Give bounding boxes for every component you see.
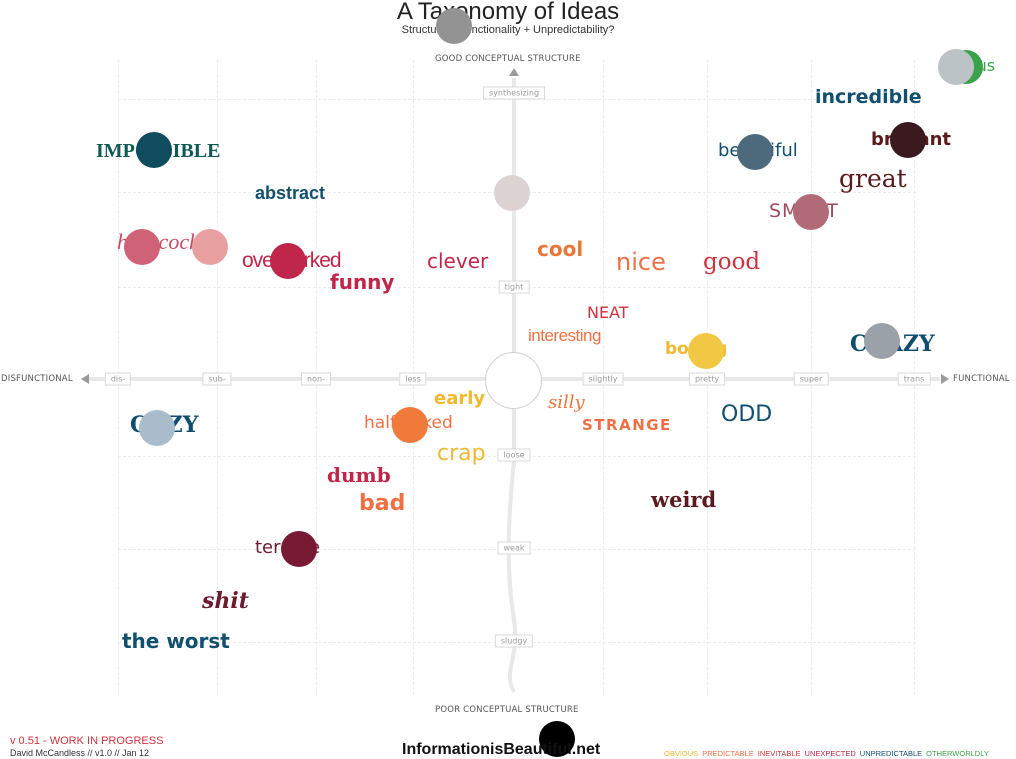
- axis-label-bottom: POOR CONCEPTUAL STRUCTURE: [435, 705, 579, 715]
- legend-item: PREDICTABLE: [702, 749, 754, 758]
- y-tick-label: tight: [498, 280, 530, 294]
- word-great: great: [839, 164, 907, 193]
- occlusion-blob: [793, 194, 829, 230]
- y-tick-label: synthesizing: [482, 86, 546, 100]
- occlusion-blob: [139, 410, 175, 446]
- axis-label-top: GOOD CONCEPTUAL STRUCTURE: [435, 54, 581, 64]
- x-tick-label: slightly: [582, 372, 624, 386]
- occlusion-blob: [864, 323, 900, 359]
- y-tick-label: loose: [497, 448, 531, 462]
- word-shit: shit: [202, 588, 249, 614]
- y-tick-label: sludgy: [494, 634, 534, 648]
- occlusion-blob: [890, 122, 926, 158]
- legend-item: UNEXPECTED: [804, 749, 856, 758]
- x-tick-label: super: [793, 372, 829, 386]
- occlusion-blob: [270, 243, 306, 279]
- x-tick-label: pretty: [688, 372, 726, 386]
- y-tick-label: weak: [497, 541, 531, 555]
- x-tick-label: less: [399, 372, 427, 386]
- word-silly: silly: [548, 392, 585, 413]
- word-the-worst: the worst: [122, 629, 230, 653]
- word-abstract: abstract: [255, 183, 326, 203]
- occlusion-blob: [737, 134, 773, 170]
- legend-item: OBVIOUS: [664, 749, 699, 758]
- word-good: good: [703, 249, 761, 275]
- legend: OBVIOUS PREDICTABLE INEVITABLE UNEXPECTED UN…: [660, 749, 989, 758]
- center-circle: [485, 352, 542, 409]
- occlusion-blob: [539, 721, 575, 757]
- word-interesting: interesting: [528, 326, 601, 345]
- word-cool: cool: [537, 237, 584, 261]
- brand-label: InformationisBeautiful.net: [402, 741, 601, 758]
- occlusion-blob: [392, 407, 428, 443]
- x-tick-label: dis-: [104, 372, 132, 386]
- word-weird: weird: [651, 487, 717, 512]
- occlusion-blob: [281, 531, 317, 567]
- word-nice: nice: [616, 248, 666, 276]
- word-early: early: [434, 388, 486, 409]
- grid-line-horizontal: [118, 99, 916, 100]
- occlusion-blob: [688, 333, 724, 369]
- word-incredible: incredible: [815, 86, 922, 108]
- word-dumb: dumb: [327, 463, 391, 487]
- vertical-axis-squiggle: [506, 460, 518, 693]
- arrow-up-icon: [509, 68, 519, 76]
- occlusion-blob: [436, 8, 472, 44]
- legend-item: UNPREDICTABLE: [859, 749, 923, 758]
- legend-item: OTHERWORLDLY: [926, 749, 989, 758]
- occlusion-blob: [124, 229, 160, 265]
- x-tick-label: sub-: [202, 372, 232, 386]
- page-subtitle: Structure + Functionality + Unpredictabi…: [401, 24, 615, 36]
- version-label: v 0.51 - WORK IN PROGRESS: [10, 735, 164, 747]
- legend-item: INEVITABLE: [757, 749, 801, 758]
- axis-label-right: FUNCTIONAL: [953, 374, 1010, 384]
- credit-label: David McCandless // v1.0 // Jan 12: [10, 748, 150, 758]
- x-tick-label: non-: [301, 372, 331, 386]
- word-strange: STRANGE: [582, 416, 672, 434]
- word-clever: clever: [427, 249, 489, 273]
- word-crap: crap: [437, 441, 486, 466]
- x-tick-label: trans: [897, 372, 931, 386]
- word-funny: funny: [330, 270, 395, 294]
- word-bad: bad: [359, 491, 406, 516]
- occlusion-blob: [494, 175, 530, 211]
- occlusion-blob: [938, 49, 974, 85]
- arrow-left-icon: [81, 374, 89, 384]
- axis-label-left: DISFUNCTIONAL: [1, 374, 73, 384]
- page-title: A Taxonomy of Ideas: [396, 0, 620, 25]
- occlusion-blob: [192, 229, 228, 265]
- occlusion-blob: [136, 132, 172, 168]
- arrow-right-icon: [941, 374, 949, 384]
- word-neat: NEAT: [587, 303, 629, 322]
- vertical-axis: [512, 78, 516, 468]
- word-odd: ODD: [721, 402, 773, 427]
